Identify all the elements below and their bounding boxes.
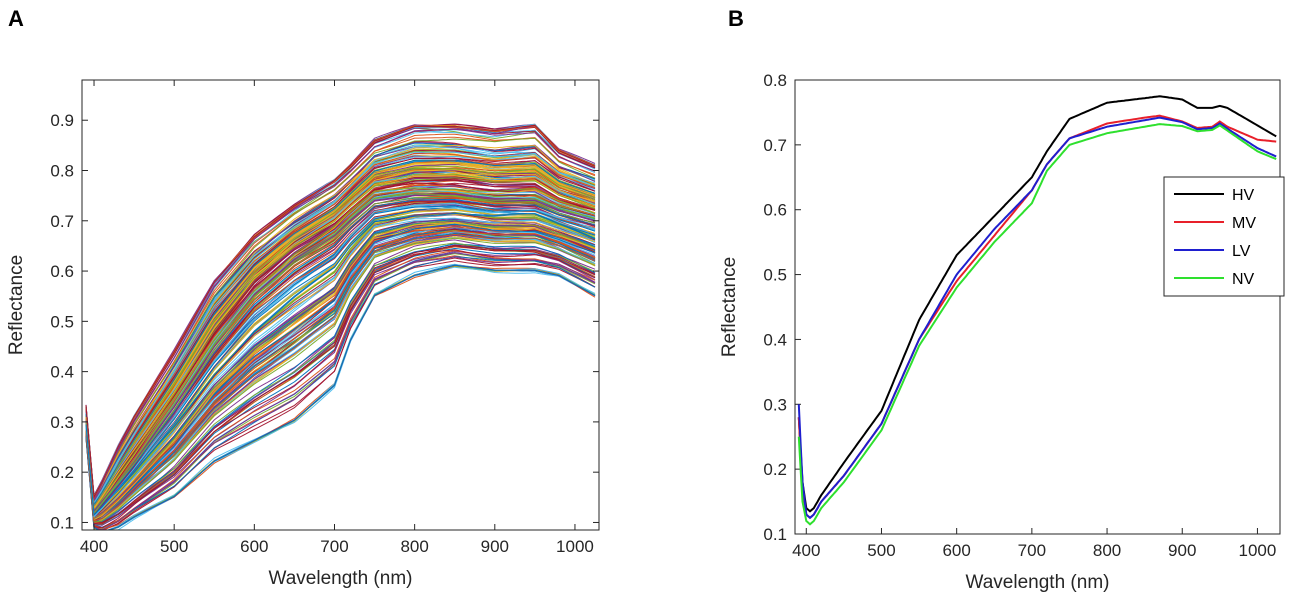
panel-a-x-tick-label: 900 [481,537,509,556]
panel-b-legend [1163,176,1285,297]
panel-b-x-tick-label: 900 [1168,541,1196,560]
panel-a-x-tick-label: 600 [240,537,268,556]
panel-a-spectrum-line [85,212,596,516]
panel-a-spectrum-line [85,213,596,519]
panel-a-spectrum-line [85,206,596,518]
panel-a-spectrum-line [85,151,596,505]
panel-b-x-tick-label: 400 [792,541,820,560]
chart-panel-a: 400 500 600 700 800 900 1000 0.1 0.2 0.3 0.4 0.5 0.6… [6,79,600,589]
panel-a-spectrum-line [85,233,596,522]
panel-b-y-tick-label: 0.1 [763,525,787,544]
panel-a-spectrum-line [85,250,596,526]
panel-a-spectrum-line [85,159,596,507]
panel-a-spectrum-line [85,157,596,506]
panel-a-spectrum-line [85,193,596,515]
panel-b-series-nv [797,123,1277,526]
panel-a-x-tick-label: 400 [80,537,108,556]
panel-b-legend-label-lv: LV [1232,243,1251,260]
panel-b-y-tick-label: 0.4 [763,330,787,349]
panel-b-y-tick-label: 0.7 [763,136,787,155]
panel-a-spectrum-line [85,175,596,509]
panel-a-spectrum-line [85,225,596,523]
panel-a-spectrum-line [85,152,596,507]
panel-a-spectrum-line [85,221,596,521]
panel-a-spectrum-line [85,199,596,516]
panel-a-spectrum-line [85,264,596,530]
panel-a-spectrum-line [85,256,596,530]
panel-a-spectrum-line [85,206,596,516]
panel-a-x-axis-label: Wavelength (nm) [269,568,413,589]
panel-a-spectrum-line [85,232,596,519]
panel-a-spectrum-line [85,237,596,523]
panel-a-spectrum-line [85,245,596,525]
panel-b-x-tick-label: 800 [1093,541,1121,560]
panel-b-series-mv [797,114,1277,520]
panel-b-x-tick-label: 1000 [1239,541,1277,560]
panel-b-x-tick-label: 700 [1018,541,1046,560]
chart-panel-b: 400 500 600 700 800 900 1000 0.1 0.2 0.3 0.4 0.5 0.6… [719,71,1285,593]
panel-a-spectrum-line [85,199,596,515]
panel-b-legend-label-mv: MV [1232,215,1256,232]
panel-a-spectrum-line [85,187,596,512]
panel-a-spectra-group [85,123,596,530]
panel-a-spectrum-line [85,175,596,510]
panel-a-y-tick-label: 0.2 [50,463,74,482]
panel-b-series-lv [797,116,1277,520]
panel-a-spectrum-line [85,236,596,522]
panel-a-y-tick-label: 0.8 [50,162,74,181]
panel-a-x-tick-label: 500 [160,537,188,556]
panel-b-x-axis-label: Wavelength (nm) [966,572,1110,593]
panel-b-y-tick-label: 0.5 [763,266,787,285]
panel-a-spectrum-line [85,250,596,529]
panel-b-y-tick-label: 0.8 [763,71,787,90]
panel-b-plot-frame [794,79,1281,535]
panel-a-x-tick-label: 800 [400,537,428,556]
panel-a-spectrum-line [85,137,596,500]
panel-a-y-tick-label: 0.1 [50,513,74,532]
panel-a-plot-frame [81,79,600,531]
panel-a-y-tick-label: 0.7 [50,212,74,231]
panel-a-y-tick-label: 0.3 [50,413,74,432]
panel-a-spectrum-line [85,144,596,503]
panel-b-legend-label-nv: NV [1232,271,1255,288]
panel-letter-a: A [8,6,24,31]
panel-a-y-tick-label: 0.6 [50,262,74,281]
panel-a-y-tick-label: 0.9 [50,111,74,130]
panel-b-y-tick-label: 0.2 [763,460,787,479]
panel-b-legend-label-hv: HV [1232,187,1255,204]
panel-b-x-tick-label: 500 [867,541,895,560]
panel-a-spectrum-line [85,144,596,501]
panel-b-x-tick-label: 600 [942,541,970,560]
panel-b-y-tick-label: 0.6 [763,201,787,220]
panel-a-spectrum-line [85,167,596,509]
panel-a-spectrum-line [85,206,596,515]
panel-a-spectrum-line [85,231,596,520]
panel-a-spectrum-line [85,230,596,520]
panel-a-spectrum-line [85,124,596,499]
panel-a-spectrum-line [85,167,596,506]
panel-a-y-axis-label: Reflectance [6,255,27,355]
panel-b-series-hv [797,95,1277,513]
panel-a-spectrum-line [85,211,596,517]
panel-a-x-tick-label: 1000 [556,537,594,556]
panel-a-spectrum-line [85,205,596,517]
panel-a-x-tick-label: 700 [320,537,348,556]
panel-a-y-tick-label: 0.5 [50,312,74,331]
panel-a-spectrum-line [85,223,596,520]
panel-b-y-axis-label: Reflectance [719,257,740,357]
panel-a-spectrum-line [85,256,596,528]
panel-a-spectrum-line [85,128,596,500]
panel-b-y-tick-label: 0.3 [763,395,787,414]
panel-letter-b: B [728,6,744,31]
panel-a-y-tick-label: 0.4 [50,363,74,382]
panel-a-spectrum-line [85,226,596,520]
